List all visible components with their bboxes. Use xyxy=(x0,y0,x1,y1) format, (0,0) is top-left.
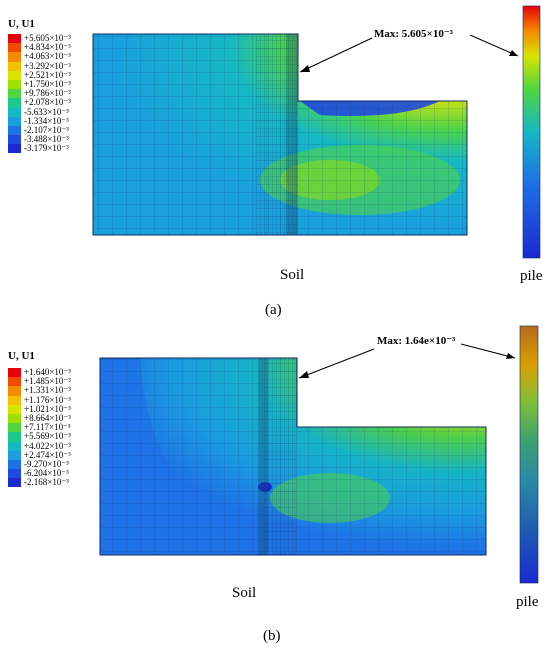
caption: (b) xyxy=(263,628,281,644)
legend-swatch xyxy=(8,52,21,62)
legend-tick-label: -5.633×10⁻³ xyxy=(24,106,69,117)
legend-swatch xyxy=(8,395,21,405)
caption: (a) xyxy=(265,302,282,318)
legend-row: +2.474×10⁻³ xyxy=(8,449,71,460)
legend-tick-label: +3.292×10⁻³ xyxy=(24,60,71,71)
legend-tick-label: +1.176×10⁻³ xyxy=(24,394,71,405)
legend-row: +1.485×10⁻³ xyxy=(8,376,71,387)
legend-tick-label: +9.786×10⁻³ xyxy=(24,88,71,99)
soil-label: Soil xyxy=(280,267,305,283)
legend-title: U, U1 xyxy=(8,350,35,362)
legend-swatch xyxy=(8,423,21,433)
pile-label: pile xyxy=(516,594,539,610)
legend-swatch xyxy=(8,459,21,470)
soil-contour-plot xyxy=(92,5,541,259)
pile-in-soil xyxy=(286,34,298,235)
legend-tick-label: +4.063×10⁻³ xyxy=(24,51,71,62)
legend-row: -9.270×10⁻³ xyxy=(8,458,71,470)
legend-tick-label: -9.270×10⁻³ xyxy=(24,458,69,469)
legend-tick-label: +8.664×10⁻³ xyxy=(24,413,71,424)
legend-row: +9.786×10⁻³ xyxy=(8,88,71,99)
legend-row: +7.117×10⁻³ xyxy=(8,422,71,433)
soil-label: Soil xyxy=(232,585,257,601)
legend-swatch xyxy=(8,432,21,442)
legend-swatch xyxy=(8,441,21,451)
legend-row: +4.834×10⁻³ xyxy=(8,42,71,53)
legend-row: +1.021×10⁻³ xyxy=(8,403,71,414)
legend-swatch xyxy=(8,135,21,145)
legend-row: +1.176×10⁻³ xyxy=(8,394,71,405)
legend-swatch xyxy=(8,377,21,387)
legend-swatch xyxy=(8,61,21,71)
legend-tick-label: +5.569×10⁻³ xyxy=(24,431,71,442)
legend-tick-label: -2.107×10⁻³ xyxy=(24,124,69,135)
legend-swatch xyxy=(8,70,21,80)
color-legend: +5.605×10⁻³ +4.834×10⁻³ +4.063×10⁻³ +3.292×… xyxy=(8,33,71,154)
legend-row: -3.488×10⁻³ xyxy=(8,134,71,145)
legend-row: +8.664×10⁻³ xyxy=(8,413,71,424)
legend-row: -5.633×10⁻³ xyxy=(8,106,71,117)
legend-tick-label: +4.022×10⁻³ xyxy=(24,440,71,451)
legend-swatch xyxy=(8,450,21,460)
legend-row: +1.640×10⁻³ xyxy=(8,367,71,378)
legend-row: +5.569×10⁻³ xyxy=(8,431,71,442)
legend-tick-label: +1.750×10⁻³ xyxy=(24,79,71,90)
legend-tick-label: +1.331×10⁻³ xyxy=(24,385,71,396)
legend-swatch xyxy=(8,478,21,488)
legend-tick-label: +5.605×10⁻³ xyxy=(24,33,71,44)
legend-row: +2.078×10⁻³ xyxy=(8,97,71,108)
legend-row: +5.605×10⁻³ xyxy=(8,33,71,44)
pile-column xyxy=(519,325,539,584)
legend-tick-label: -6.204×10⁻³ xyxy=(24,468,69,479)
legend-row: -3.179×10⁻³ xyxy=(8,143,71,154)
legend-title: U, U1 xyxy=(8,18,35,30)
legend-swatch xyxy=(8,404,21,414)
legend-swatch xyxy=(8,34,21,44)
legend-row: +4.022×10⁻³ xyxy=(8,440,71,451)
legend-tick-label: +7.117×10⁻³ xyxy=(24,422,71,433)
legend-tick-label: +2.474×10⁻³ xyxy=(24,449,71,460)
legend-tick-label: -1.334×10⁻³ xyxy=(24,115,69,126)
color-legend: +1.640×10⁻³ +1.485×10⁻³ +1.331×10⁻³ +1.176×… xyxy=(8,367,71,488)
legend-tick-label: -3.488×10⁻³ xyxy=(24,134,69,145)
legend-tick-label: +4.834×10⁻³ xyxy=(24,42,71,53)
legend-swatch xyxy=(8,125,21,136)
legend-row: +1.750×10⁻³ xyxy=(8,79,71,90)
legend-row: +1.331×10⁻³ xyxy=(8,385,71,396)
legend-tick-label: +1.640×10⁻³ xyxy=(24,367,71,378)
legend-tick-label: -3.179×10⁻³ xyxy=(24,143,69,154)
legend-swatch xyxy=(8,98,21,108)
pile-label: pile xyxy=(520,268,543,284)
legend-swatch xyxy=(8,43,21,53)
legend-tick-label: -2.168×10⁻³ xyxy=(24,477,69,488)
legend-row: -2.168×10⁻³ xyxy=(8,477,71,488)
legend-swatch xyxy=(8,116,21,126)
legend-row: +4.063×10⁻³ xyxy=(8,51,71,62)
legend-swatch xyxy=(8,469,21,479)
soil-contour-plot xyxy=(99,325,539,584)
legend-row: -2.107×10⁻³ xyxy=(8,124,71,136)
legend-row: -1.334×10⁻³ xyxy=(8,115,71,126)
legend-tick-label: +1.021×10⁻³ xyxy=(24,403,71,414)
legend-swatch xyxy=(8,413,21,424)
legend-swatch xyxy=(8,107,21,117)
pile-column xyxy=(522,5,541,259)
panel-a: U, U1 +5.605×10⁻³ +4.834×10⁻³ +4.063×10⁻³ +… xyxy=(0,0,550,320)
legend-row: +2.521×10⁻³ xyxy=(8,69,71,80)
legend-swatch xyxy=(8,368,21,378)
max-label: Max: 5.605×10⁻³ xyxy=(374,28,453,40)
legend-row: +3.292×10⁻³ xyxy=(8,60,71,71)
legend-swatch xyxy=(8,386,21,396)
max-label: Max: 1.64e×10⁻³ xyxy=(377,335,456,347)
legend-tick-label: +2.078×10⁻³ xyxy=(24,97,71,108)
panel-b: U, U1 +1.640×10⁻³ +1.485×10⁻³ +1.331×10⁻³ +… xyxy=(0,323,550,653)
legend-swatch xyxy=(8,144,21,154)
legend-row: -6.204×10⁻³ xyxy=(8,468,71,479)
legend-tick-label: +2.521×10⁻³ xyxy=(24,69,71,80)
pile-in-soil xyxy=(258,358,268,555)
legend-tick-label: +1.485×10⁻³ xyxy=(24,376,71,387)
legend-swatch xyxy=(8,79,21,90)
legend-swatch xyxy=(8,89,21,99)
